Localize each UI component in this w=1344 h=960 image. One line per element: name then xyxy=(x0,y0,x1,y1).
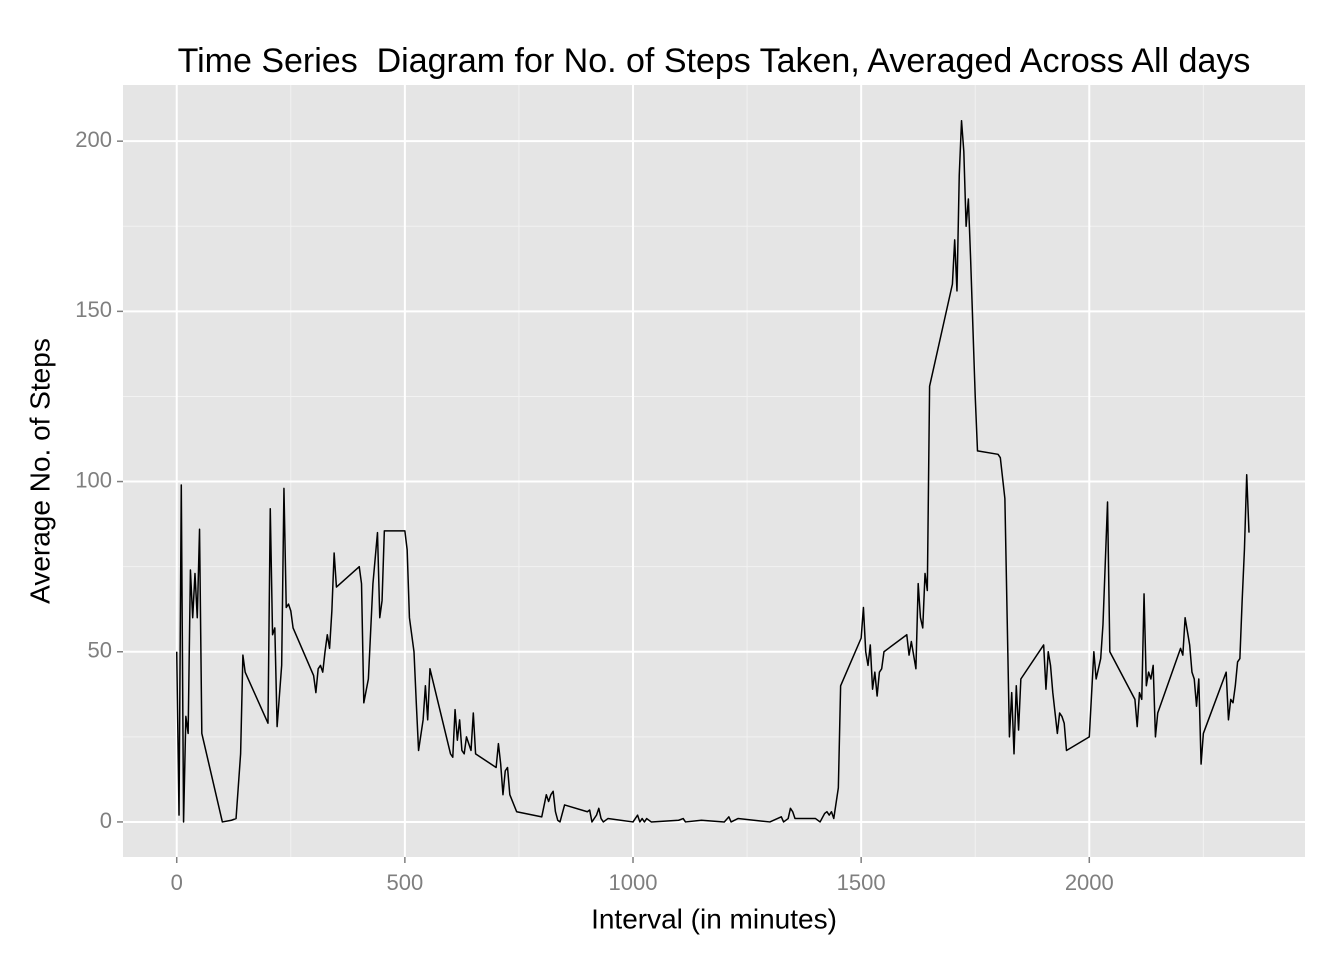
plot-panel xyxy=(123,85,1305,857)
y-tick-label: 0 xyxy=(100,808,112,833)
y-tick-label: 100 xyxy=(75,467,112,492)
y-tick-label: 200 xyxy=(75,127,112,152)
chart-title: Time Series Diagram for No. of Steps Tak… xyxy=(178,42,1251,80)
y-tick-label: 150 xyxy=(75,297,112,322)
x-tick-label: 1500 xyxy=(837,870,886,895)
y-axis-label: Average No. of Steps xyxy=(24,338,55,604)
x-tick-label: 500 xyxy=(387,870,424,895)
data-line xyxy=(175,119,1250,823)
x-tick-label: 0 xyxy=(171,870,183,895)
x-tick-label: 2000 xyxy=(1065,870,1114,895)
y-tick-label: 50 xyxy=(88,638,112,663)
x-axis-label: Interval (in minutes) xyxy=(591,903,837,934)
x-tick-label: 1000 xyxy=(609,870,658,895)
